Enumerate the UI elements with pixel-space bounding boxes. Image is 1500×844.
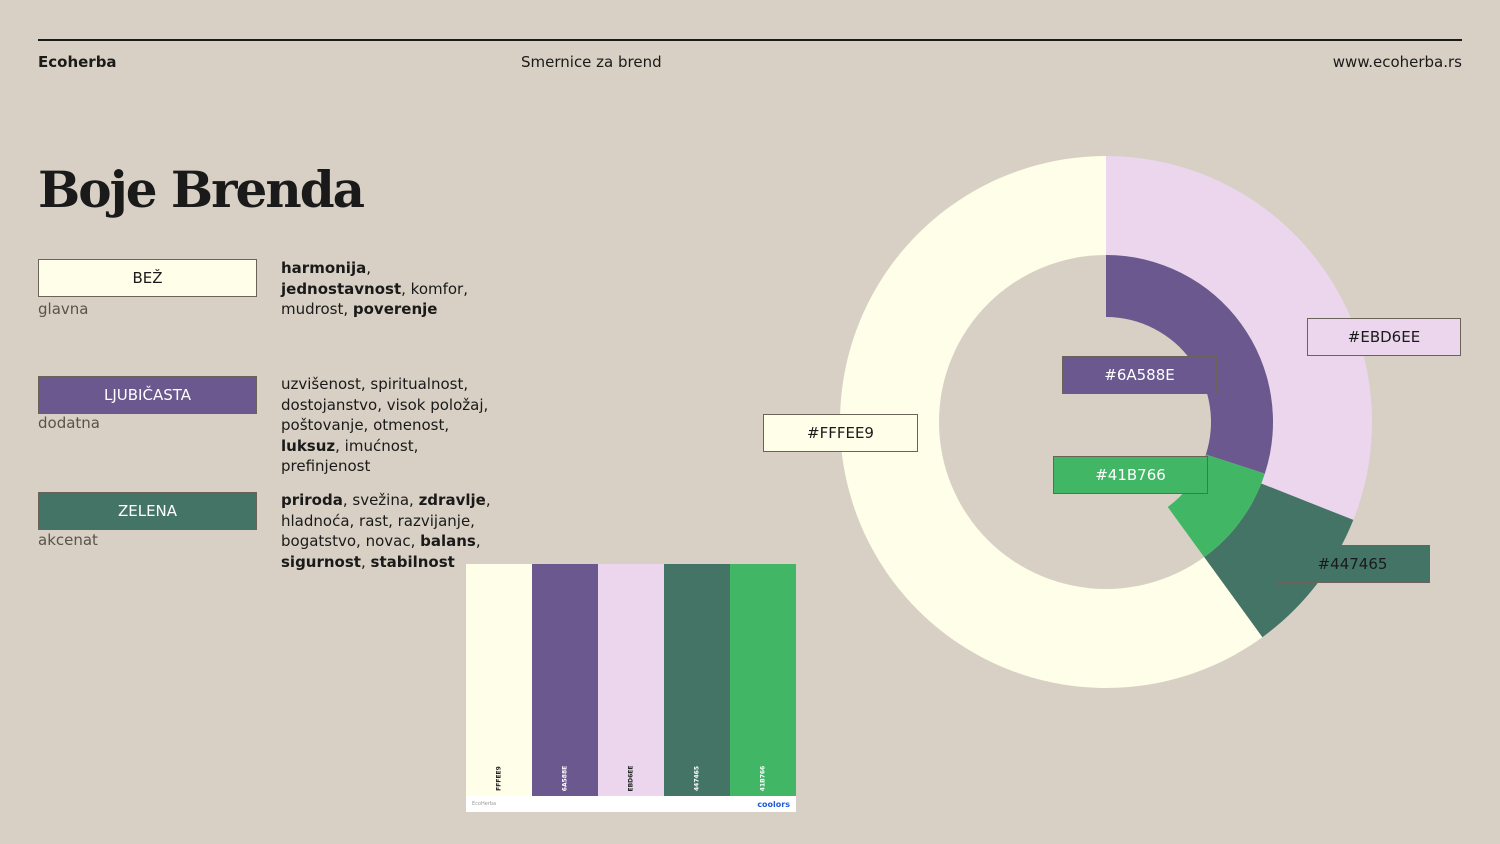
- website-link[interactable]: www.ecoherba.rs: [1332, 53, 1462, 71]
- document-subtitle: Smernice za brend: [521, 53, 662, 71]
- palette-strip: 6A588E: [532, 564, 598, 796]
- chart-label-ebd6ee: #EBD6EE: [1307, 318, 1461, 356]
- brand-name: Ecoherba: [38, 53, 117, 71]
- palette-strip: EBD6EE: [598, 564, 664, 796]
- palette-strip: FFFEE9: [466, 564, 532, 796]
- chart-label-41b766: #41B766: [1053, 456, 1208, 494]
- color-role: dodatna: [38, 414, 100, 432]
- color-swatch-zelena: ZELENA: [38, 492, 257, 530]
- palette-strip: 41B766: [730, 564, 796, 796]
- chart-label-fffee9: #FFFEE9: [763, 414, 918, 452]
- donut-slice-41b766: [1167, 454, 1265, 558]
- page-title: Boje Brenda: [38, 160, 365, 219]
- color-name: ZELENA: [117, 502, 178, 520]
- color-swatch-bez: BEŽ: [38, 259, 257, 297]
- color-description: priroda, svežina, zdravlje, hladnoća, ra…: [281, 491, 491, 571]
- header-rule: [38, 39, 1462, 41]
- color-role: akcenat: [38, 531, 98, 549]
- palette-footer-name: EcoHerba: [472, 801, 497, 807]
- palette-strip: 447465: [664, 564, 730, 796]
- coolors-palette-image: FFFEE9 6A588E EBD6EE 447465 41B766 EcoHerba …: [466, 564, 796, 812]
- color-name: BEŽ: [132, 269, 163, 287]
- color-name: LJUBIČASTA: [104, 386, 191, 404]
- color-swatch-ljubicasta: LJUBIČASTA: [38, 376, 257, 414]
- color-role: glavna: [38, 300, 89, 318]
- chart-label-6a588e: #6A588E: [1062, 356, 1217, 394]
- donut-slice-6a588e: [1106, 255, 1273, 474]
- chart-label-447465: #447465: [1275, 545, 1430, 583]
- color-description: harmonija, jednostavnost, komfor, mudros…: [281, 259, 468, 318]
- coolors-logo: coolors: [757, 799, 790, 809]
- color-description: uzvišenost, spiritualnost, dostojanstvo,…: [281, 375, 489, 475]
